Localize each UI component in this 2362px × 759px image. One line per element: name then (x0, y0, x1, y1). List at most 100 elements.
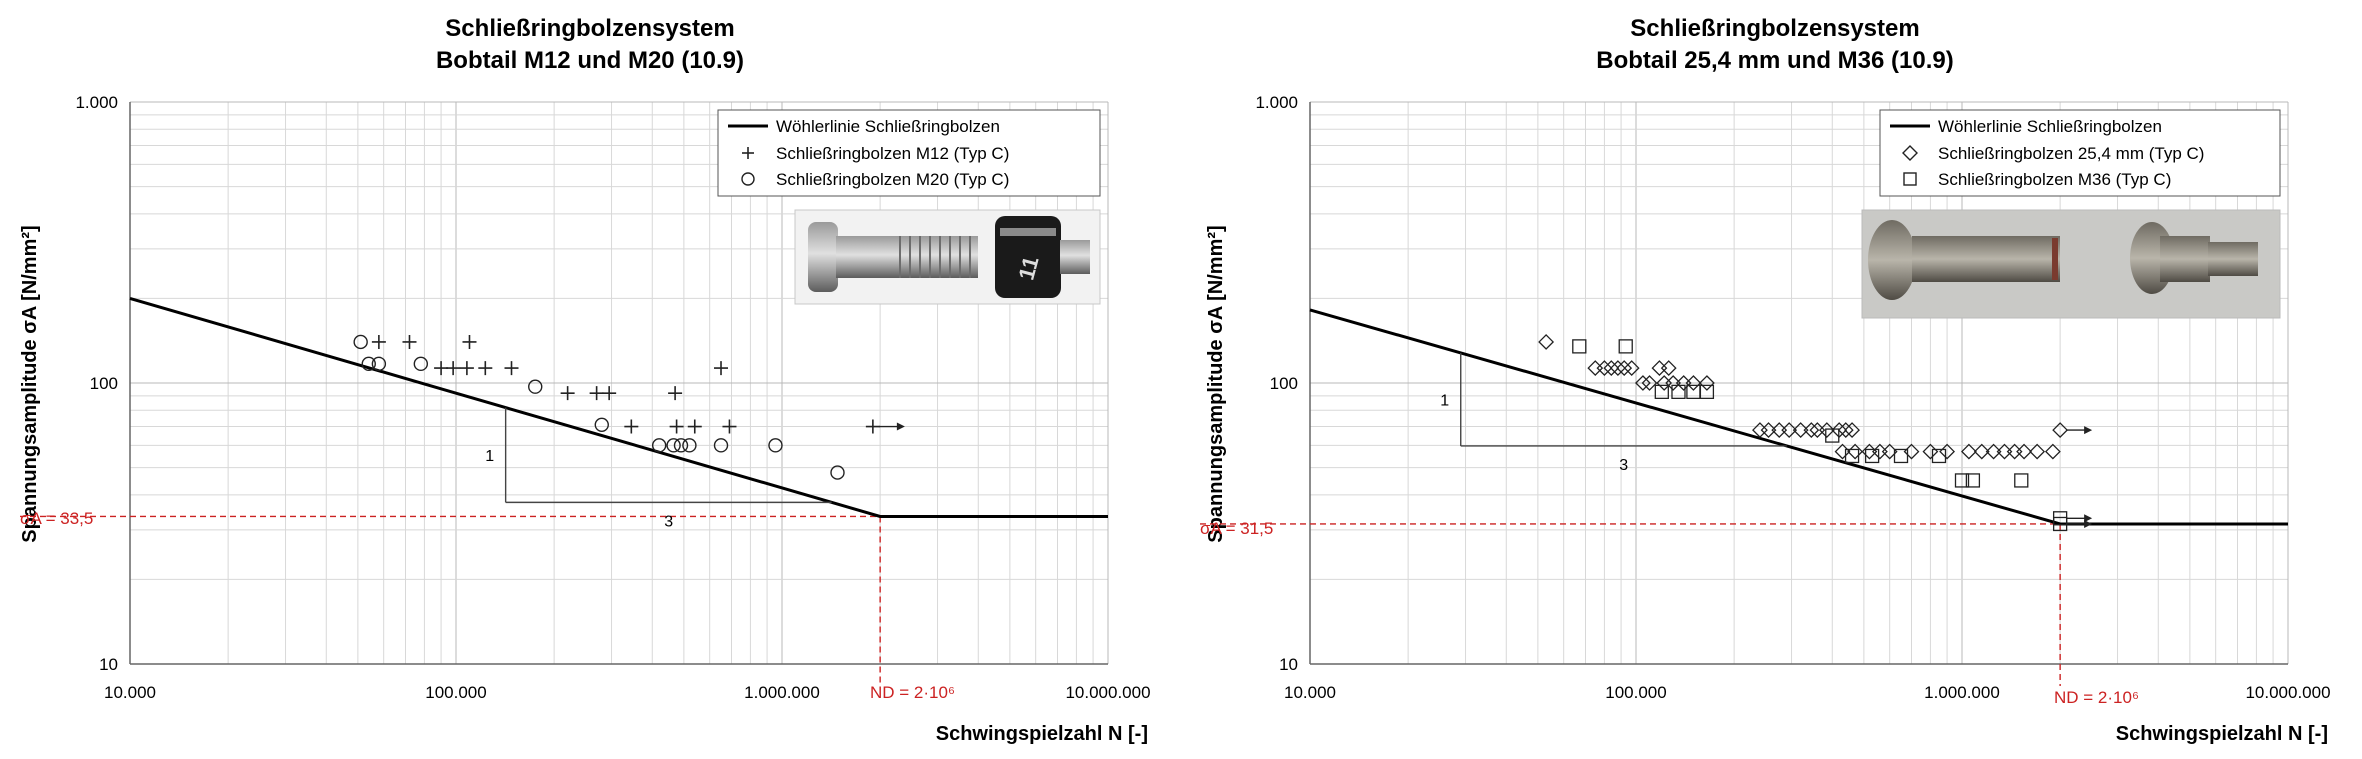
legend-left-circle-icon (741, 172, 755, 186)
data-point-circle (768, 438, 783, 453)
data-point-diamond (1781, 422, 1798, 438)
data-point-square (1844, 448, 1860, 464)
chart-left-legend: Wöhlerlinie Schließringbolzen Schließrin… (717, 109, 1101, 197)
data-point-square (1825, 428, 1840, 443)
chart-left-xticks: 10.000 100.000 1.000.000 10.000.000 (104, 683, 1151, 702)
data-point-square (1893, 448, 1909, 464)
chart-left-yticks: 10 100 1.000 (75, 93, 118, 674)
legend-right-series1-label: Schließringbolzen 25,4 mm (Typ C) (1938, 144, 2204, 163)
x-tick-label: 1.000.000 (1924, 683, 2000, 702)
y-tick-label: 10 (99, 655, 118, 674)
data-point-plus (504, 361, 519, 376)
chart-right: Schließringbolzensystem Bobtail 25,4 mm … (1200, 15, 2331, 745)
data-point-diamond (1596, 360, 1613, 377)
data-point-diamond (1760, 422, 1777, 438)
data-point-plus (687, 419, 702, 434)
data-point-diamond (1803, 422, 1820, 438)
data-point-plus (446, 361, 461, 376)
data-point-square (1931, 448, 1947, 464)
legend-right-line-label: Wöhlerlinie Schließringbolzen (1938, 117, 2162, 136)
data-point-square (1954, 473, 1970, 488)
data-point-square (1572, 339, 1587, 354)
y-tick-label: 100 (90, 374, 118, 393)
x-tick-label: 1.000.000 (744, 683, 820, 702)
data-point-circle (594, 417, 609, 432)
legend-left-plus-icon (742, 147, 754, 159)
data-point-diamond (1996, 443, 2013, 460)
data-point-circle (528, 379, 543, 394)
data-point-diamond (2016, 443, 2032, 460)
data-point-circle (353, 334, 368, 350)
data-point-plus (459, 361, 474, 376)
data-point-diamond (1792, 422, 1809, 438)
chart-left-axes (129, 102, 1108, 665)
x-tick-label: 10.000 (104, 683, 156, 702)
runout-arrow-head (2084, 426, 2093, 435)
x-tick-label: 100.000 (1605, 683, 1666, 702)
y-tick-label: 1.000 (1255, 93, 1298, 112)
data-point-diamond (1871, 443, 1888, 460)
chart-left-xlabel: Schwingspielzahl N [-] (936, 723, 1148, 745)
data-point-circle (666, 438, 681, 453)
chart-left: Schließringbolzensystem Bobtail M12 und … (19, 15, 1151, 745)
chart-right-yticks: 10 100 1.000 (1255, 93, 1298, 674)
data-point-plus (722, 419, 737, 434)
slope-run-label: 3 (664, 513, 673, 530)
data-point-plus (668, 386, 683, 401)
data-point-plus (434, 361, 449, 376)
legend-right-square-icon (1903, 172, 1917, 186)
chart-right-slope-triangle: 13 (1440, 352, 1787, 474)
data-point-plus (462, 334, 477, 349)
data-point-circle (673, 438, 689, 453)
chart-right-nd-label: ND = 2·10⁶ (2054, 688, 2139, 707)
runout-arrow-head (896, 422, 905, 431)
data-point-diamond (1651, 360, 1668, 377)
runout-arrow-head (2084, 514, 2093, 523)
data-point-circle (713, 438, 729, 453)
data-point-diamond (1818, 422, 1835, 438)
slope-rise-label: 1 (1440, 392, 1449, 409)
legend-right-diamond-icon (1902, 145, 1918, 161)
chart-right-legend: Wöhlerlinie Schließringbolzen Schließrin… (1879, 109, 2281, 197)
data-point-diamond (1538, 334, 1555, 350)
data-point-diamond (1837, 422, 1854, 438)
slope-run-label: 3 (1619, 457, 1628, 474)
chart-right-endurance-label: σA = 31,5 (1200, 519, 1273, 538)
chart-left-reference-lines (20, 515, 881, 686)
data-point-diamond (1609, 360, 1626, 377)
chart-left-endurance-label: σA = 33,5 (20, 509, 93, 528)
data-point-diamond (1616, 360, 1633, 377)
data-point-diamond (1861, 443, 1878, 460)
data-point-plus (371, 334, 386, 349)
data-point-circle (651, 438, 667, 453)
chart-left-wohler-line (129, 296, 1108, 518)
data-point-diamond (2044, 443, 2061, 460)
data-point-plus (624, 419, 639, 434)
legend-left-series1-label: Schließringbolzen M12 (Typ C) (776, 144, 1009, 163)
chart-right-wohler-line (1309, 308, 2288, 526)
x-tick-label: 10.000 (1284, 683, 1336, 702)
data-point-square (1864, 448, 1880, 464)
chart-right-axes (1309, 102, 2288, 665)
data-point-square (2014, 473, 2029, 488)
chart-right-title: Schließringbolzensystem (1630, 15, 1919, 42)
data-point-plus (478, 361, 493, 376)
data-point-plus (602, 386, 617, 401)
legend-left-series2-label: Schließringbolzen M20 (Typ C) (776, 170, 1009, 189)
data-point-square (1618, 339, 1633, 354)
data-point-plus (669, 419, 684, 434)
y-tick-label: 1.000 (75, 93, 118, 112)
data-point-diamond (1809, 422, 1826, 438)
data-point-diamond (1771, 422, 1788, 438)
data-point-circle (371, 356, 387, 372)
bolt-photo-left: 11 (794, 209, 1101, 305)
chart-left-subtitle: Bobtail M12 und M20 (10.9) (436, 47, 744, 74)
data-point-diamond (1844, 422, 1860, 438)
chart-right-xticks: 10.000 100.000 1.000.000 10.000.000 (1284, 683, 2331, 702)
chart-left-nd-label: ND = 2·10⁶ (870, 683, 955, 702)
data-point-plus (560, 386, 575, 401)
y-tick-label: 100 (1270, 374, 1298, 393)
chart-right-subtitle: Bobtail 25,4 mm und M36 (10.9) (1596, 47, 1953, 74)
data-point-square (1699, 384, 1715, 400)
runout-arrow-head (2084, 519, 2093, 528)
